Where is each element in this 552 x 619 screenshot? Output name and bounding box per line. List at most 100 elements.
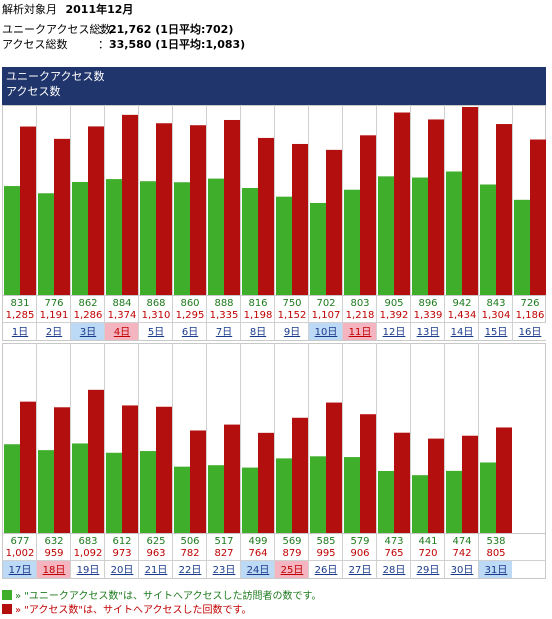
day-cell: [343, 322, 376, 340]
day-cell: [71, 322, 104, 340]
access-separator: ：: [98, 38, 109, 51]
day-link[interactable]: 22日: [179, 565, 202, 576]
day-link[interactable]: 6日: [182, 327, 198, 338]
day-link[interactable]: 12日: [383, 327, 406, 338]
day-cell: [3, 560, 36, 578]
access-swatch: [2, 604, 12, 614]
unique-bar: [446, 171, 462, 295]
day-link[interactable]: 19日: [77, 565, 100, 576]
day-cell: [3, 322, 36, 340]
day-link[interactable]: 17日: [9, 565, 32, 576]
unique-bar: [412, 177, 428, 295]
unique-total-label: ユニークアクセス総数: [2, 23, 112, 36]
day-link[interactable]: 10日: [315, 327, 338, 338]
unique-value-label: 702: [316, 298, 335, 309]
day-cell: [309, 322, 342, 340]
access-bar: [462, 107, 478, 295]
day-link[interactable]: 14日: [451, 327, 474, 338]
day-link[interactable]: 9日: [284, 327, 300, 338]
access-bar: [88, 126, 104, 295]
day-link[interactable]: 29日: [417, 565, 440, 576]
access-bar: [394, 112, 410, 295]
access-bar: [394, 432, 410, 533]
unique-bar: [378, 470, 394, 533]
day-link[interactable]: 4日: [114, 327, 130, 338]
access-value-label: 1,107: [312, 310, 341, 321]
day-link[interactable]: 5日: [148, 327, 164, 338]
access-bar: [326, 149, 342, 295]
unique-bar: [38, 450, 54, 533]
legend-block: » "ユニークアクセス数"は、サイトへアクセスした訪問者の数です。 » "アクセ…: [2, 590, 322, 618]
day-cell: [445, 560, 478, 578]
unique-value-label: 803: [350, 298, 369, 309]
summary-block: 解析対象月 2011年12月 ユニークアクセス総数：21,762 (1日平均:7…: [2, 2, 245, 52]
access-total-row: アクセス総数 ：33,580 (1日平均:1,083): [2, 37, 245, 52]
access-bar: [20, 401, 36, 533]
access-value-label: 827: [214, 548, 233, 559]
access-value-label: 1,434: [448, 310, 477, 321]
day-link[interactable]: 13日: [417, 327, 440, 338]
day-link[interactable]: 1日: [12, 327, 28, 338]
day-link[interactable]: 25日: [281, 565, 304, 576]
unique-value-label: 860: [180, 298, 199, 309]
day-link[interactable]: 15日: [485, 327, 508, 338]
day-link[interactable]: 23日: [213, 565, 236, 576]
day-link[interactable]: 20日: [111, 565, 134, 576]
day-link[interactable]: 21日: [145, 565, 168, 576]
day-cell: [479, 560, 512, 578]
unique-bar: [480, 462, 496, 533]
access-value-label: 1,198: [244, 310, 273, 321]
day-cell: [275, 560, 308, 578]
day-link[interactable]: 3日: [80, 327, 96, 338]
day-link[interactable]: 26日: [315, 565, 338, 576]
day-link[interactable]: 30日: [451, 565, 474, 576]
legend-unique: » "ユニークアクセス数"は、サイトへアクセスした訪問者の数です。: [2, 590, 322, 604]
day-cell: [71, 560, 104, 578]
day-link[interactable]: 11日: [349, 327, 372, 338]
unique-bar: [4, 186, 20, 295]
day-cell: [411, 560, 444, 578]
day-link[interactable]: 31日: [485, 565, 508, 576]
unique-value-label: 816: [248, 298, 267, 309]
day-cell: [411, 322, 444, 340]
unique-value-label: 441: [418, 536, 437, 547]
access-value-label: 1,152: [278, 310, 307, 321]
access-value-label: 1,304: [482, 310, 511, 321]
day-cell: [377, 560, 410, 578]
access-bar: [428, 438, 444, 533]
day-cell: [207, 322, 240, 340]
unique-value-label: 612: [112, 536, 131, 547]
access-bar: [224, 424, 240, 533]
unique-bar: [208, 178, 224, 295]
unique-value-label: 474: [452, 536, 471, 547]
access-bar: [360, 135, 376, 295]
unique-bar: [344, 189, 360, 295]
day-link[interactable]: 28日: [383, 565, 406, 576]
day-link[interactable]: 27日: [349, 565, 372, 576]
month-row: 解析対象月 2011年12月: [2, 2, 245, 17]
day-link[interactable]: 2日: [46, 327, 62, 338]
day-link[interactable]: 7日: [216, 327, 232, 338]
day-link[interactable]: 16日: [519, 327, 542, 338]
unique-bar: [174, 182, 190, 295]
unique-bar: [276, 196, 292, 295]
unique-bar: [72, 443, 88, 533]
access-value-label: 906: [350, 548, 369, 559]
day-link[interactable]: 18日: [43, 565, 66, 576]
access-bar: [462, 435, 478, 533]
access-value-label: 720: [418, 548, 437, 559]
unique-value-label: 517: [214, 536, 233, 547]
access-value-label: 1,374: [108, 310, 137, 321]
day-cell: [105, 560, 138, 578]
unique-value-label: 677: [10, 536, 29, 547]
unique-bar: [38, 193, 54, 295]
access-value-label: 1,285: [6, 310, 35, 321]
unique-swatch: [2, 590, 12, 600]
access-value-label: 1,392: [380, 310, 409, 321]
day-link[interactable]: 8日: [250, 327, 266, 338]
unique-value-label: 506: [180, 536, 199, 547]
header-access-label: アクセス数: [6, 85, 61, 98]
day-cell: [173, 560, 206, 578]
day-link[interactable]: 24日: [247, 565, 270, 576]
